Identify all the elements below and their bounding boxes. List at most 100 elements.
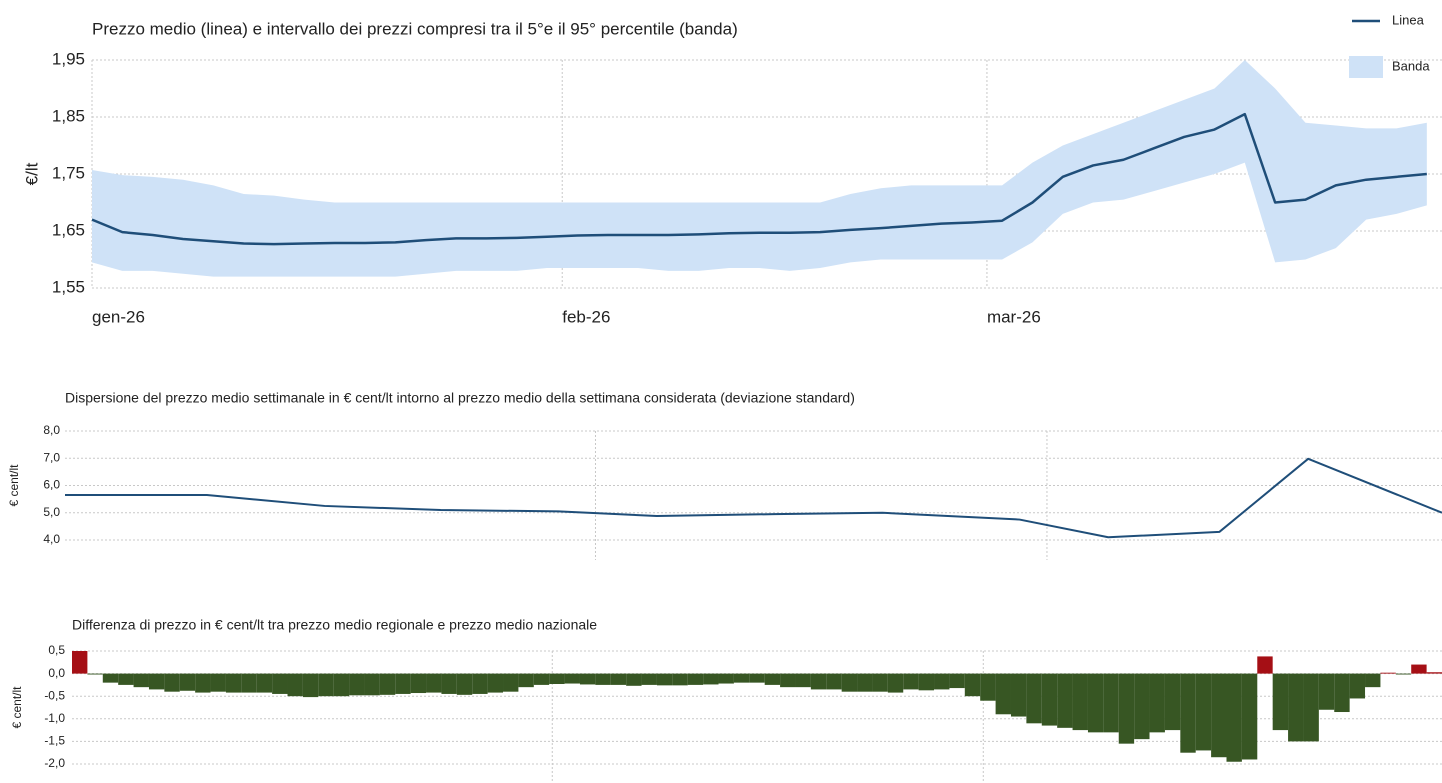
y-axis-label: € cent/lt <box>10 686 24 729</box>
y-tick-label: -2,0 <box>44 756 65 770</box>
bar <box>118 673 134 685</box>
bar <box>272 673 288 694</box>
y-tick-label: 5,0 <box>43 505 60 519</box>
bar <box>934 673 950 690</box>
bar <box>533 673 550 685</box>
y-tick-label: 1,65 <box>52 220 85 239</box>
bar <box>1103 673 1119 733</box>
y-tick-label: 1,75 <box>52 163 85 182</box>
bar <box>579 673 596 685</box>
bar <box>857 673 873 692</box>
bar <box>1334 673 1350 713</box>
bar <box>518 673 534 688</box>
x-tick-label: gen-26 <box>92 307 145 326</box>
bar <box>410 673 427 694</box>
y-tick-label: 1,95 <box>52 49 85 68</box>
bar <box>749 673 765 683</box>
bar <box>1026 673 1042 724</box>
line-series <box>65 457 1442 539</box>
y-tick-label: 0,0 <box>48 666 65 680</box>
bar <box>487 673 504 693</box>
y-tick-label: 1,85 <box>52 106 85 125</box>
bar <box>733 673 750 683</box>
y-tick-label: -1,5 <box>44 734 65 748</box>
bar <box>456 673 473 695</box>
bar <box>610 673 627 685</box>
bar <box>1057 673 1073 728</box>
bar <box>1395 673 1412 675</box>
bar <box>564 673 580 684</box>
bar <box>364 673 380 696</box>
bar <box>718 673 734 684</box>
bar <box>1118 673 1135 744</box>
bar <box>980 673 996 701</box>
legend-label: Banda <box>1392 58 1430 73</box>
y-tick-label: -0,5 <box>44 688 65 702</box>
bar <box>703 673 719 685</box>
y-tick-label: 7,0 <box>43 450 60 464</box>
bar <box>764 673 781 685</box>
bar <box>1041 673 1058 726</box>
bar <box>626 673 642 686</box>
chart-title: Differenza di prezzo in € cent/lt tra pr… <box>72 617 597 633</box>
bar <box>1241 673 1258 760</box>
bar <box>887 673 904 693</box>
bar <box>903 673 919 690</box>
bar <box>1226 673 1242 762</box>
bar <box>503 673 519 692</box>
bar <box>256 673 273 693</box>
legend-label: Linea <box>1392 12 1425 27</box>
bar <box>72 651 88 674</box>
bar <box>687 673 704 685</box>
bar <box>349 673 365 696</box>
bar <box>441 673 457 694</box>
bar <box>841 673 858 692</box>
band-area <box>92 60 1427 277</box>
bar <box>918 673 935 691</box>
bar <box>102 673 119 683</box>
x-tick-label: feb-26 <box>562 307 610 326</box>
bar <box>1195 673 1212 751</box>
bar <box>1426 672 1442 674</box>
bar <box>964 673 981 697</box>
bar <box>395 673 411 694</box>
bar <box>318 673 334 697</box>
bar <box>1272 673 1289 731</box>
bar <box>302 673 319 698</box>
bar <box>426 673 442 693</box>
bar <box>595 673 611 685</box>
bar <box>1349 673 1366 699</box>
bar <box>87 673 103 675</box>
bar <box>1087 673 1104 733</box>
y-tick-label: 6,0 <box>43 478 60 492</box>
bar <box>195 673 211 693</box>
bar <box>210 673 226 692</box>
bar <box>179 673 196 691</box>
bar <box>287 673 303 697</box>
bar <box>1211 673 1227 758</box>
bar <box>1365 673 1381 688</box>
legend-swatch <box>1349 56 1383 78</box>
y-axis-label: € cent/lt <box>7 464 21 507</box>
y-tick-label: -1,0 <box>44 711 65 725</box>
bar <box>333 673 350 697</box>
bar <box>1257 656 1273 674</box>
bar <box>1288 673 1304 742</box>
bar <box>1180 673 1196 753</box>
bar <box>1380 672 1396 674</box>
bar <box>379 673 396 695</box>
bar <box>826 673 842 690</box>
bar <box>1134 673 1150 740</box>
bar <box>1149 673 1165 733</box>
y-tick-label: 0,5 <box>48 643 65 657</box>
bar <box>472 673 488 694</box>
bar <box>1010 673 1027 717</box>
x-tick-label: mar-26 <box>987 307 1041 326</box>
bar <box>672 673 688 686</box>
bar <box>641 673 657 685</box>
y-tick-label: 1,55 <box>52 277 85 296</box>
bar <box>1164 673 1181 731</box>
y-axis-label: €/lt <box>22 162 41 185</box>
chart-title: Dispersione del prezzo medio settimanale… <box>65 390 855 406</box>
